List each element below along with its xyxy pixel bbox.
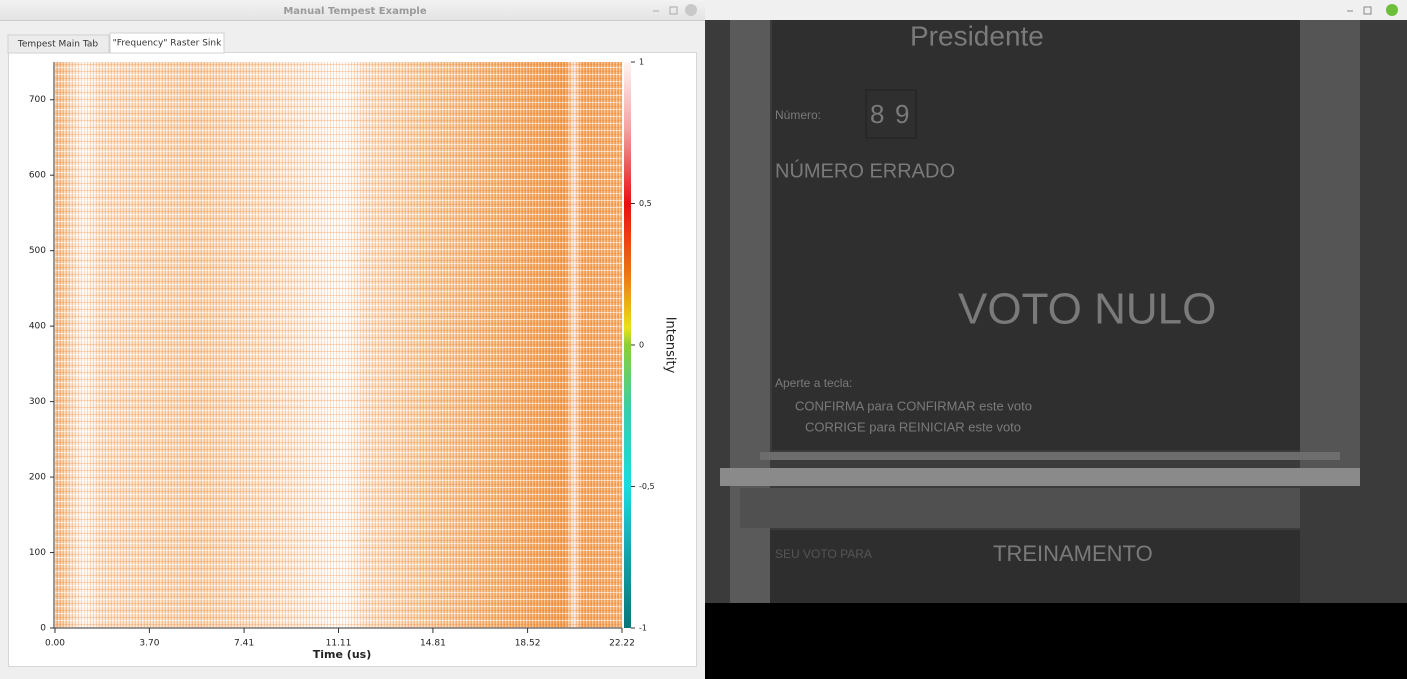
colorbar-tick-label: 0,5 [639,199,652,208]
panel [720,468,1360,486]
x-tick-label: 14.81 [420,639,446,649]
ui-text: Presidente [910,20,1044,51]
y-tick-label: 0 [40,624,46,634]
maximize-button[interactable] [670,7,677,14]
y-tick-label: 500 [29,246,46,256]
panel [740,488,1300,528]
ui-text: NÚMERO ERRADO [775,159,955,182]
ui-text: Aperte a tecla: [775,376,852,390]
y-tick-label: 700 [29,95,46,105]
ui-text: TREINAMENTO [993,541,1153,566]
y-tick-label: 200 [29,473,46,483]
colorbar-tick-label: 0 [639,341,644,350]
x-tick-label: 22.22 [609,639,635,649]
x-tick-label: 7.41 [234,639,254,649]
x-axis-label: Time (us) [313,648,371,661]
ui-text: CORRIGE para REINICIAR este voto [805,419,1021,434]
ui-text: CONFIRMA para CONFIRMAR este voto [795,398,1032,413]
tab-label[interactable]: "Frequency" Raster Sink [113,39,222,49]
window-title: Manual Tempest Example [283,6,426,17]
ui-text: SEU VOTO PARA [775,547,872,561]
ui-text: 8 [870,99,884,129]
panel [1300,20,1360,470]
y-tick-label: 300 [29,397,46,407]
y-tick-label: 400 [29,322,46,332]
ui-text: Número: [775,108,821,122]
colorbar-label: Intensity [663,317,678,374]
y-tick-label: 600 [29,171,46,181]
x-tick-label: 18.52 [515,639,541,649]
x-tick-label: 3.70 [139,639,159,649]
ui-text: VOTO NULO [958,285,1216,334]
screen: Manual Tempest Example Tempest Main Tab … [0,0,1407,679]
colorbar-tick-label: -0,5 [639,482,655,491]
x-tick-label: 11.11 [326,639,352,649]
ui-text: 9 [895,99,909,129]
colorbar-tick-label: -1 [639,624,647,633]
x-tick-label: 0.00 [45,639,65,649]
close-button[interactable] [1386,4,1398,16]
overlay: Manual Tempest Example Tempest Main Tab … [0,0,1407,679]
tab-label[interactable]: Tempest Main Tab [17,40,98,50]
panel [760,452,1340,460]
colorbar-tick-label: 1 [639,58,644,67]
close-button[interactable] [685,4,697,16]
maximize-button[interactable] [1364,7,1371,14]
y-tick-label: 100 [29,548,46,558]
